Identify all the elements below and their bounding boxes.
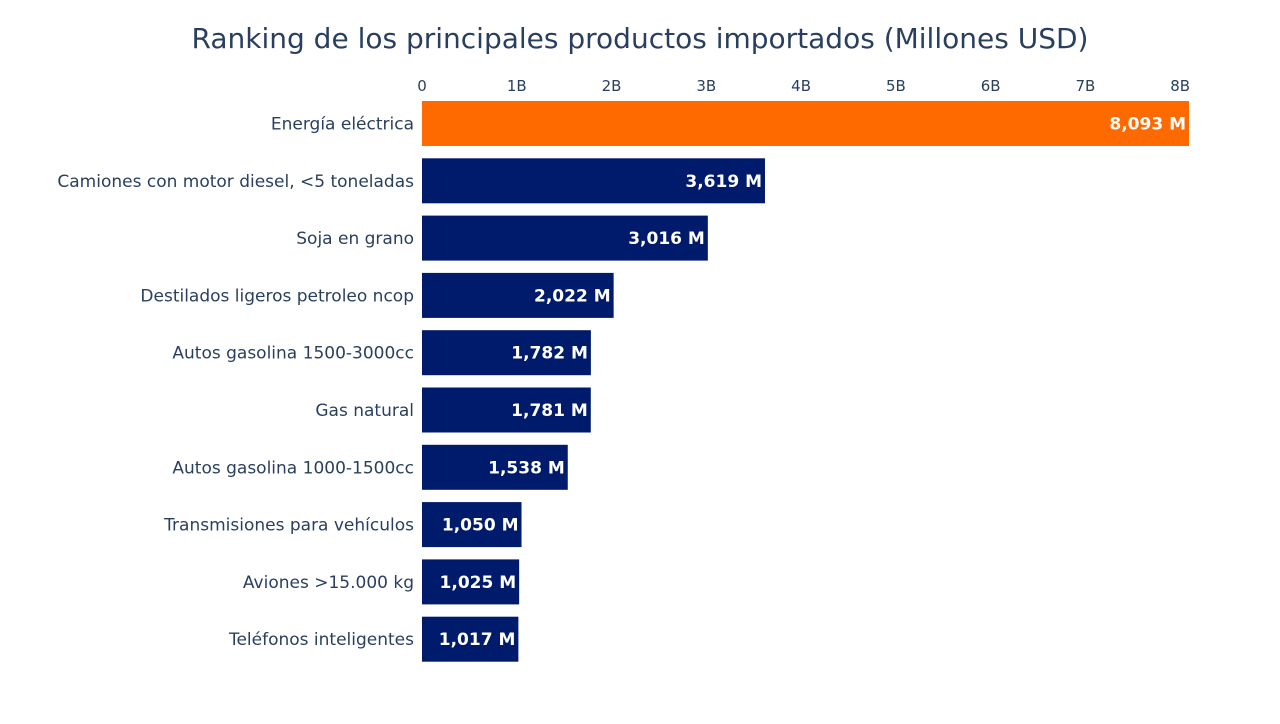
bar[interactable] <box>422 272 614 318</box>
category-label: Destilados ligeros petroleo ncop <box>140 286 414 306</box>
bar[interactable] <box>422 559 520 605</box>
category-label: Transmisiones para vehículos <box>163 516 414 536</box>
data-label: 1,025 M <box>440 573 517 593</box>
bars-group <box>422 101 1189 662</box>
category-label: Camiones con motor diesel, <5 toneladas <box>57 172 414 192</box>
x-tick-label: 5B <box>886 77 906 95</box>
category-label: Aviones >15.000 kg <box>243 573 414 593</box>
bar[interactable] <box>422 616 519 662</box>
category-label: Gas natural <box>315 401 414 421</box>
bar[interactable] <box>422 330 591 376</box>
data-label: 1,538 M <box>488 458 565 478</box>
bar[interactable] <box>422 158 765 204</box>
data-label: 1,017 M <box>439 630 516 650</box>
bar[interactable] <box>422 444 568 490</box>
data-label: 1,050 M <box>442 516 519 536</box>
x-tick-label: 1B <box>507 77 527 95</box>
x-tick-label: 2B <box>602 77 622 95</box>
x-tick-label: 8B <box>1170 77 1190 95</box>
x-tick-label: 7B <box>1075 77 1095 95</box>
data-label: 1,782 M <box>511 344 588 364</box>
category-label: Teléfonos inteligentes <box>228 630 414 650</box>
x-tick-label: 4B <box>791 77 811 95</box>
x-axis-ticks: 0 1B 2B 3B 4B 5B 6B 7B 8B <box>417 77 1190 95</box>
chart-title: Ranking de los principales productos imp… <box>192 22 1089 55</box>
bar[interactable] <box>422 502 522 548</box>
data-label: 8,093 M <box>1109 115 1186 135</box>
x-tick-label: 6B <box>981 77 1001 95</box>
x-tick-label: 3B <box>696 77 716 95</box>
data-label: 3,619 M <box>685 172 762 192</box>
x-tick-label: 0 <box>417 77 427 95</box>
data-label: 1,781 M <box>511 401 588 421</box>
bar[interactable] <box>422 101 1189 146</box>
category-label: Autos gasolina 1500-3000cc <box>172 344 414 364</box>
bar[interactable] <box>422 215 708 261</box>
category-label: Autos gasolina 1000-1500cc <box>172 458 414 478</box>
category-labels: Energía eléctrica Camiones con motor dies… <box>57 115 414 651</box>
category-label: Energía eléctrica <box>271 115 414 135</box>
category-label: Soja en grano <box>296 229 414 249</box>
data-label: 2,022 M <box>534 286 611 306</box>
value-labels: 8,093 M 3,619 M 3,016 M 2,022 M 1,782 M 1,781… <box>439 115 1186 651</box>
data-label: 3,016 M <box>628 229 705 249</box>
bar[interactable] <box>422 387 591 433</box>
